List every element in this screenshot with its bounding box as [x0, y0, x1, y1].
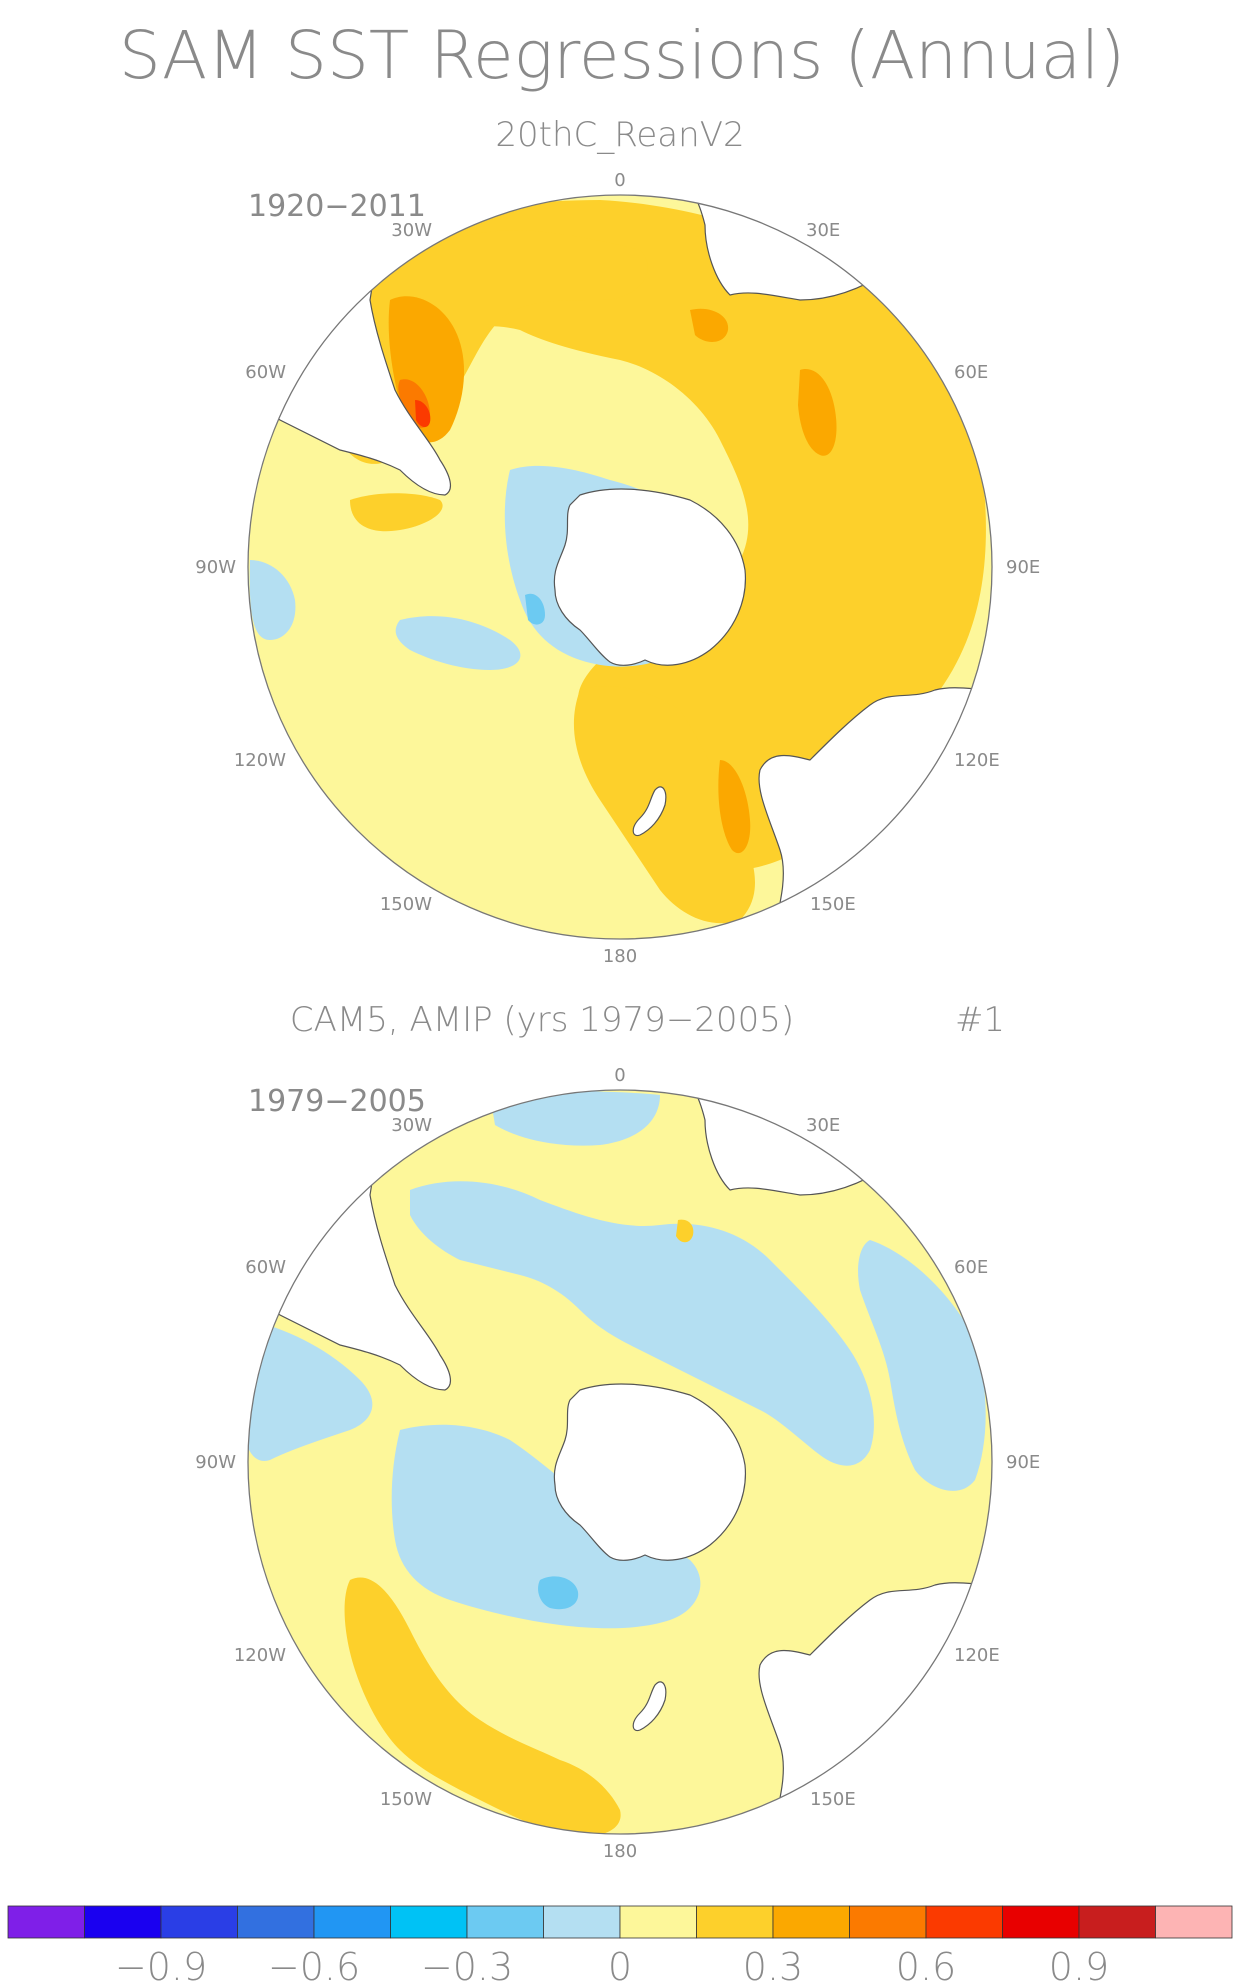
lon-label-90e-bottom: 90E: [1006, 1452, 1040, 1473]
lon-label-60w-bottom: 60W: [245, 1257, 286, 1278]
region-neg-0-0.15-sw: [395, 616, 521, 670]
lon-label-90w-bottom: 90W: [195, 1452, 236, 1473]
lon-label-120w-top: 120W: [234, 750, 286, 771]
colorbar-swatch-1: [84, 1905, 162, 1939]
region-0.3-0.45-c: [690, 308, 729, 342]
colorbar-swatch-0: [7, 1905, 85, 1939]
colorbar-tick-label-5: 0.6: [896, 1945, 956, 1988]
lon-label-120w-bottom: 120W: [234, 1645, 286, 1666]
lon-label-90e-top: 90E: [1006, 557, 1040, 578]
panel-number-bottom: #1: [955, 1000, 1005, 1040]
region-0.15-0.3-east: [370, 200, 986, 871]
region-0.15-0.3-bottom-small: [676, 1219, 694, 1243]
colorbar-swatch-9: [696, 1905, 774, 1939]
colorbar-swatch-13: [1002, 1905, 1080, 1939]
lon-label-30e-top: 30E: [806, 220, 840, 241]
colorbar-swatch-10: [772, 1905, 850, 1939]
region-0.15-0.3-west: [350, 493, 443, 532]
region-neg-0-0.15-north: [490, 1091, 660, 1146]
region-neg-0-0.15-west: [249, 560, 296, 640]
colorbar-tick-labels: −0.9 −0.6 −0.3 0 0.3 0.6 0.9: [115, 1945, 1109, 1988]
region-neg-0-0.15-east: [858, 1240, 986, 1491]
lon-label-150w-bottom: 150W: [380, 1789, 432, 1810]
panel-title-bottom: CAM5, AMIP (yrs 1979−2005): [290, 1000, 794, 1040]
colorbar-tick-label-1: −0.6: [268, 1945, 360, 1988]
region-0.6-0.75: [415, 400, 431, 428]
map-rim-top: [247, 194, 993, 940]
colorbar-swatch-3: [237, 1905, 315, 1939]
period-label-top: 1920−2011: [248, 189, 426, 224]
lon-label-30w-bottom: 30W: [391, 1115, 432, 1136]
lon-label-60e-bottom: 60E: [954, 1257, 988, 1278]
colorbar-tick-label-6: 0.9: [1049, 1945, 1109, 1988]
main-title: SAM SST Regressions (Annual): [119, 17, 1125, 94]
period-label-bottom: 1979−2005: [248, 1084, 426, 1119]
region-neg-0.15-0.3: [525, 593, 545, 625]
lon-label-180-top: 180: [603, 946, 637, 967]
colorbar-swatch-14: [1078, 1905, 1156, 1939]
lon-label-150e-top: 150E: [810, 894, 856, 915]
colorbar-tick-label-4: 0.3: [743, 1945, 803, 1988]
colorbar-swatch-5: [390, 1905, 468, 1939]
lon-label-90w-top: 90W: [195, 557, 236, 578]
colorbar-swatch-4: [313, 1905, 391, 1939]
colorbar-tick-label-0: −0.9: [115, 1945, 207, 1988]
region-neg-0.15-0.3-bottom: [538, 1576, 579, 1610]
colorbar-swatch-8: [619, 1905, 697, 1939]
new-zealand-bottom: [632, 1681, 667, 1732]
colorbar: [7, 1905, 1233, 1939]
panel-title-top: 20thC_ReanV2: [495, 115, 744, 155]
colorbar-swatch-15: [1155, 1905, 1233, 1939]
lon-label-30w-top: 30W: [391, 220, 432, 241]
colorbar-swatch-6: [466, 1905, 544, 1939]
region-0.15-0.3-bottom-pacific: [344, 1577, 621, 1834]
colorbar-swatch-11: [849, 1905, 927, 1939]
new-zealand-top: [632, 786, 667, 837]
lon-label-30e-bottom: 30E: [806, 1115, 840, 1136]
lon-label-180-bottom: 180: [603, 1841, 637, 1862]
lon-label-0-bottom: 0: [614, 1065, 625, 1086]
antarctica-top: [553, 488, 747, 666]
region-0.3-0.45-d: [718, 760, 751, 854]
map-rim-bottom: [247, 1089, 993, 1835]
lon-label-60e-top: 60E: [954, 362, 988, 383]
colorbar-tick-label-2: −0.3: [421, 1945, 513, 1988]
lon-label-150e-bottom: 150E: [810, 1789, 856, 1810]
region-neg-0-0.15-pacific: [391, 1424, 701, 1629]
lon-label-60w-top: 60W: [245, 362, 286, 383]
colorbar-swatch-12: [925, 1905, 1003, 1939]
panel-top-map: 20thC_ReanV2 1920−2011 0 30E 60E 90E 120…: [195, 115, 1040, 967]
colorbar-tick-label-3: 0: [608, 1945, 632, 1988]
lon-label-0-top: 0: [614, 170, 625, 191]
antarctica-bottom: [553, 1383, 747, 1561]
region-neg-0-0.15-atlantic: [410, 1181, 874, 1466]
lon-label-150w-top: 150W: [380, 894, 432, 915]
lon-label-120e-bottom: 120E: [954, 1645, 1000, 1666]
colorbar-swatch-2: [160, 1905, 238, 1939]
lon-label-120e-top: 120E: [954, 750, 1000, 771]
colorbar-swatch-7: [543, 1905, 621, 1939]
region-0.3-0.45-b: [798, 369, 837, 456]
panel-bottom-map: CAM5, AMIP (yrs 1979−2005) #1 1979−2005 …: [195, 1000, 1040, 1862]
region-neg-0-0.15-west: [248, 1320, 373, 1461]
